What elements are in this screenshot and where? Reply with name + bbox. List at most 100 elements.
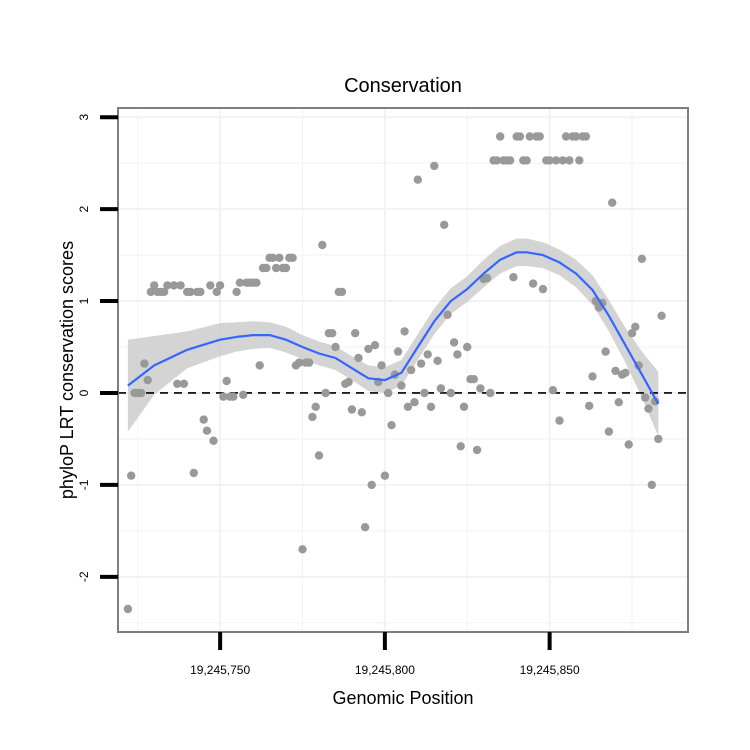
data-point [331,342,340,352]
data-point [387,421,396,430]
data-point [571,132,581,141]
data-point [397,381,406,390]
data-point [436,384,446,393]
data-point [146,287,156,297]
data-point [614,398,623,407]
data-point [360,523,370,532]
data-point [476,384,485,393]
data-point [232,287,241,297]
data-point [219,392,228,401]
data-point [463,342,472,352]
data-point [384,388,393,398]
data-point [482,273,492,283]
data-point [416,359,426,368]
data-point [555,416,564,425]
data-point [469,375,478,384]
data-point [215,281,225,290]
data-point [123,604,133,614]
data-point [143,375,152,385]
data-point [150,281,159,290]
data-point [413,175,422,184]
data-point [644,404,653,413]
data-point [186,287,195,297]
data-point [311,402,320,411]
data-point [505,156,515,165]
data-point [647,480,656,490]
data-point [637,254,647,263]
data-point [515,132,525,141]
y-tick-label: 1 [77,297,91,304]
data-point [565,156,574,165]
data-point [344,377,353,387]
data-point [525,132,534,141]
data-point [268,253,278,262]
data-point [621,368,630,377]
data-point [654,434,663,444]
data-point [443,310,452,319]
data-point [328,329,337,338]
y-tick-label: 0 [77,389,91,396]
data-point [407,365,416,375]
data-point [522,156,531,165]
data-point [426,402,436,411]
data-point [239,390,248,399]
data-point [588,372,597,381]
data-point [492,156,502,165]
y-tick-label: 2 [77,205,91,212]
data-point [430,161,439,171]
data-point [400,327,409,336]
data-point [535,132,544,141]
x-axis: 19,245,750 19,245,800 19,245,850 [190,632,580,677]
loess-line [127,251,660,405]
data-point [127,471,136,480]
data-point [641,393,650,402]
data-point [206,281,215,290]
data-point [196,287,205,297]
data-point [367,480,376,490]
plot-panel [117,107,689,633]
data-point [222,376,231,386]
data-point [446,388,455,398]
data-point [601,347,610,356]
data-point [212,287,221,297]
data-point [136,388,146,398]
data-point [262,263,271,273]
data-point [545,156,554,165]
data-point [403,402,413,411]
data-point [558,156,567,165]
x-tick-label: 19,245,850 [520,663,580,677]
data-point [611,366,620,376]
data-point [370,341,380,350]
data-point [189,468,198,478]
data-point [173,379,182,388]
data-point [472,445,482,455]
data-point [176,281,185,290]
grid-lines [118,108,688,632]
data-point [163,281,172,290]
data-point [608,198,617,207]
data-point [159,287,169,297]
data-point [169,281,179,290]
data-point [304,358,314,367]
data-point [538,284,548,294]
data-point [295,358,304,367]
data-point [575,156,584,165]
data-point [528,279,538,288]
chart-title: Conservation [344,75,462,97]
data-point [298,545,307,554]
y-axis: -2 -1 0 1 2 3 [77,114,118,582]
data-point [496,132,505,141]
data-point [275,253,284,262]
data-point [604,427,614,436]
y-tick-label: 3 [77,114,91,121]
x-tick-label: 19,245,750 [190,663,250,677]
data-point [581,132,591,141]
data-point [380,471,390,480]
data-point [351,329,360,338]
data-point [423,350,432,359]
data-point [140,359,149,368]
data-point [627,329,637,338]
data-point [202,426,212,435]
data-point [199,415,208,424]
data-point [624,440,633,449]
